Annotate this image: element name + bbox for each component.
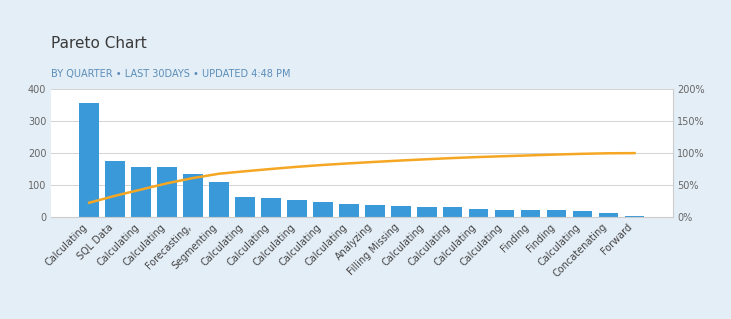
Bar xyxy=(183,174,202,217)
Bar xyxy=(339,204,359,217)
Bar xyxy=(391,206,411,217)
Text: BY QUARTER • LAST 30DAYS • UPDATED 4:48 PM: BY QUARTER • LAST 30DAYS • UPDATED 4:48 … xyxy=(51,69,291,78)
Bar xyxy=(365,205,385,217)
Bar xyxy=(521,210,540,217)
Bar xyxy=(105,161,125,217)
Bar xyxy=(80,103,99,217)
Bar xyxy=(495,210,515,217)
Bar xyxy=(235,197,254,217)
Bar xyxy=(443,207,463,217)
Bar xyxy=(209,182,229,217)
Bar xyxy=(599,213,618,217)
Bar xyxy=(417,207,436,217)
Bar xyxy=(625,216,644,217)
Bar xyxy=(573,211,592,217)
Bar xyxy=(132,167,151,217)
Bar xyxy=(469,209,488,217)
Bar xyxy=(313,202,333,217)
Bar xyxy=(287,200,307,217)
Bar xyxy=(157,167,177,217)
Bar xyxy=(547,210,567,217)
Text: Pareto Chart: Pareto Chart xyxy=(51,36,147,51)
Bar xyxy=(261,198,281,217)
